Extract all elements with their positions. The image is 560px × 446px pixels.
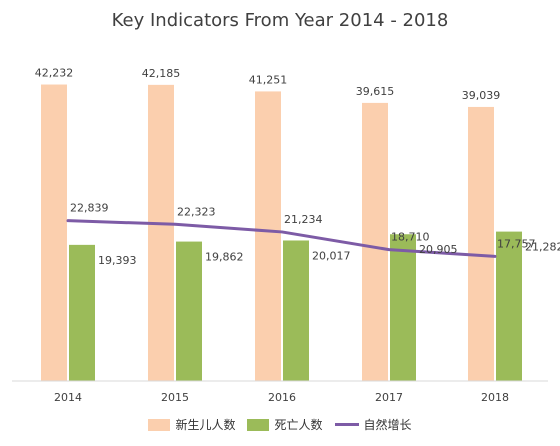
- legend-swatch-natural-growth: [334, 423, 359, 426]
- legend: 新生儿人数 死亡人数 自然增长: [0, 416, 560, 433]
- data-label-deaths-2015: 19,862: [205, 251, 244, 264]
- data-label-births-2017: 39,615: [356, 85, 395, 98]
- legend-label-deaths: 死亡人数: [274, 418, 323, 432]
- bar-deaths-2018: [496, 231, 522, 381]
- legend-item-natural-growth: 自然增长: [334, 416, 412, 433]
- legend-item-deaths: 死亡人数: [247, 416, 323, 433]
- data-label-births-2016: 41,251: [249, 73, 288, 86]
- bar-deaths-2017: [390, 234, 416, 381]
- bar-deaths-2016: [283, 240, 309, 381]
- bar-births-2017: [362, 102, 388, 381]
- legend-swatch-deaths: [247, 418, 270, 431]
- legend-label-natural-growth: 自然增长: [363, 418, 412, 432]
- bar-births-2016: [255, 91, 281, 382]
- data-label-deaths-2018: 21,282: [525, 241, 560, 254]
- data-label-natural-growth-2018: 17,757: [497, 237, 536, 250]
- data-label-births-2018: 39,039: [462, 89, 501, 102]
- bar-deaths-2015: [176, 241, 202, 381]
- data-label-births-2015: 42,185: [142, 67, 181, 80]
- legend-label-births: 新生儿人数: [175, 418, 236, 432]
- x-tick-2018: 2018: [481, 391, 509, 404]
- bar-births-2014: [41, 84, 67, 381]
- x-tick-2014: 2014: [54, 391, 82, 404]
- bar-births-2015: [148, 84, 174, 381]
- data-label-natural-growth-2016: 21,234: [284, 213, 323, 226]
- x-tick-2017: 2017: [375, 391, 403, 404]
- data-label-natural-growth-2017: 18,710: [391, 231, 430, 244]
- chart-title: Key Indicators From Year 2014 - 2018: [111, 10, 449, 31]
- legend-swatch-births: [148, 418, 171, 431]
- bar-births-2018: [468, 106, 494, 381]
- data-label-natural-growth-2014: 22,839: [70, 202, 109, 215]
- data-label-deaths-2014: 19,393: [98, 254, 137, 267]
- x-tick-2015: 2015: [161, 391, 189, 404]
- data-label-natural-growth-2015: 22,323: [177, 205, 216, 218]
- line-natural-growth: [66, 219, 497, 258]
- data-label-deaths-2016: 20,017: [312, 249, 351, 262]
- x-tick-2016: 2016: [268, 391, 296, 404]
- legend-item-births: 新生儿人数: [148, 416, 235, 433]
- data-label-births-2014: 42,232: [35, 67, 74, 80]
- bar-deaths-2014: [69, 244, 95, 381]
- data-label-deaths-2017: 20,905: [419, 243, 458, 256]
